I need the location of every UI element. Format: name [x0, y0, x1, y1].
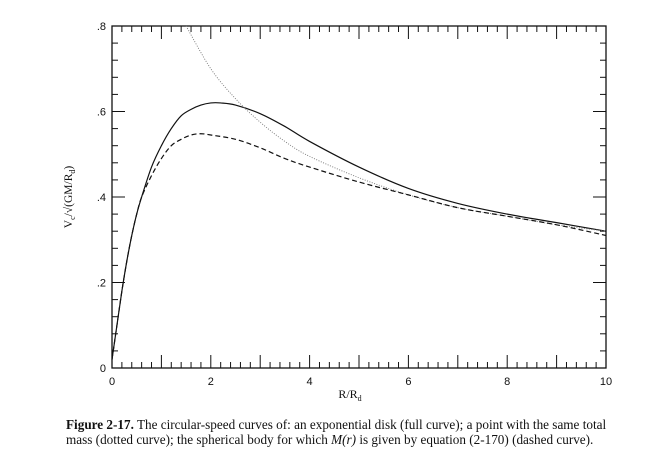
- rotation-curve-chart: 0 2 4 6 8 10 0 .2 .4 .6 .8 R/Rd Vc/√(GM/Rd): [62, 21, 612, 403]
- plot-frame: [111, 25, 607, 369]
- exponential-disk-curve: [111, 102, 607, 360]
- caption-math: M(r): [331, 432, 357, 447]
- y-tick-label: .2: [97, 278, 106, 290]
- x-axis-label: R/Rd: [338, 387, 361, 403]
- curves: [111, 25, 607, 360]
- spherical-body-curve: [111, 133, 607, 360]
- y-tick-label: 0: [100, 363, 106, 375]
- point-mass-curve: [185, 25, 607, 232]
- y-tick-label: .6: [97, 107, 106, 119]
- axis-tick-labels: 0 2 4 6 8 10 0 .2 .4 .6 .8: [97, 21, 612, 388]
- figure-caption: Figure 2-17. The circular-speed curves o…: [66, 417, 626, 447]
- y-axis-label: Vc/√(GM/Rd): [62, 166, 77, 229]
- x-tick-label: 8: [504, 376, 510, 388]
- x-tick-label: 0: [109, 376, 115, 388]
- x-tick-label: 10: [600, 376, 612, 388]
- caption-label: Figure 2-17.: [66, 417, 134, 432]
- y-tick-label: .8: [97, 21, 106, 33]
- x-tick-label: 2: [208, 376, 214, 388]
- x-tick-label: 4: [307, 376, 313, 388]
- y-tick-label: .4: [97, 192, 106, 204]
- caption-text-end: is given by equation (2-170) (dashed cur…: [356, 432, 594, 447]
- axis-ticks: [111, 25, 607, 369]
- x-tick-label: 6: [405, 376, 411, 388]
- caption-text: The circular-speed curves of: an exponen…: [66, 417, 607, 447]
